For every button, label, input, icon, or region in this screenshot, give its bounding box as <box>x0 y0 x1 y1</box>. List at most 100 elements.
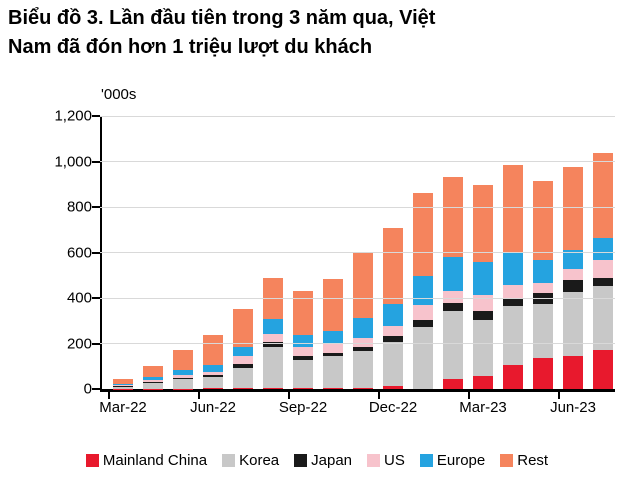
y-axis-tick <box>92 251 100 254</box>
bar-segment-Jun-23-us <box>563 268 583 281</box>
x-axis-tick <box>378 392 380 399</box>
chart-title-line2: Nam đã đón hơn 1 triệu lượt du khách <box>8 36 373 58</box>
bar-series-container <box>100 116 615 389</box>
bar-segment-May-22-japan <box>173 377 193 379</box>
bar-segment-Nov-22-us <box>353 338 373 347</box>
bar-slot-Mar-23 <box>468 116 498 389</box>
legend-swatch-icon <box>500 454 514 467</box>
bar-segment-Nov-22-mainland-china <box>353 388 373 389</box>
bar-Feb-23 <box>443 176 463 389</box>
bar-segment-Sep-22-rest <box>293 290 313 336</box>
bar-segment-Feb-23-europe <box>443 257 463 291</box>
bar-segment-May-23-rest <box>533 180 553 261</box>
bar-segment-Nov-22-europe <box>353 318 373 339</box>
bar-segment-Jul-23-us <box>593 260 613 278</box>
bar-segment-May-22-europe <box>173 370 193 375</box>
bar-Apr-22 <box>143 366 163 389</box>
bar-slot-Jun-22 <box>198 116 228 389</box>
legend-swatch-icon <box>85 454 99 467</box>
y-axis-unit-label: '000s <box>101 86 137 103</box>
gridline-200 <box>100 343 615 344</box>
chart-title: Biểu đồ 3. Lần đầu tiên trong 3 năm qua,… <box>8 4 628 62</box>
bar-segment-Apr-23-japan <box>503 298 523 307</box>
bar-segment-Jul-23-japan <box>593 277 613 287</box>
bar-slot-Jul-22 <box>228 116 258 389</box>
bar-slot-Apr-22 <box>138 116 168 389</box>
bar-segment-Apr-22-korea <box>143 382 163 389</box>
bar-segment-Aug-22-korea <box>263 347 283 389</box>
legend-label: US <box>384 452 405 469</box>
bar-segment-Dec-22-europe <box>383 304 403 327</box>
bar-segment-Apr-23-mainland-china <box>503 365 523 389</box>
bar-segment-Jun-22-europe <box>203 364 223 372</box>
bar-segment-Apr-23-europe <box>503 252 523 285</box>
gridline-1000 <box>100 161 615 162</box>
plot-area: 0 200 400 600 800 1,000 1,200 Mar-22 Jun-22 Sep-2… <box>54 108 615 416</box>
bar-segment-Sep-22-japan <box>293 356 313 360</box>
bar-segment-May-22-rest <box>173 349 193 371</box>
x-axis-tick <box>558 392 560 399</box>
bar-slot-Dec-22 <box>378 116 408 389</box>
bar-segment-Mar-22-us <box>113 385 133 387</box>
bar-slot-Jul-23 <box>588 116 618 389</box>
bar-segment-Feb-23-rest <box>443 176 463 258</box>
bar-segment-Oct-22-japan <box>323 352 343 357</box>
bar-segment-Jan-23-europe <box>413 275 433 306</box>
legend-label: Japan <box>311 452 353 469</box>
bar-May-22 <box>173 349 193 389</box>
bar-segment-Apr-22-rest <box>143 366 163 377</box>
x-axis-label-Jun-22: Jun-22 <box>190 399 236 416</box>
bar-segment-Jun-23-mainland-china <box>563 356 583 389</box>
y-axis-tick <box>92 206 100 208</box>
legend-item-mainland-china: Mainland China <box>85 452 207 469</box>
legend: Mainland China Korea Japan US Europe Rest <box>0 452 634 469</box>
bar-segment-Apr-23-us <box>503 284 523 299</box>
gridline-800 <box>100 206 615 208</box>
bar-Mar-23 <box>473 185 493 389</box>
bar-segment-Jun-23-rest <box>563 167 583 251</box>
bar-segment-Aug-22-rest <box>263 278 283 320</box>
legend-item-japan: Japan <box>294 452 352 469</box>
bar-segment-May-23-korea <box>533 303 553 359</box>
bar-segment-Mar-23-japan <box>473 310 493 320</box>
bar-Jul-22 <box>233 308 253 389</box>
bar-segment-Sep-22-europe <box>293 335 313 347</box>
gridline-600 <box>100 252 615 253</box>
bar-segment-Jul-22-korea <box>233 367 253 389</box>
bar-slot-Nov-22 <box>348 116 378 389</box>
legend-item-europe: Europe <box>419 452 486 469</box>
bar-segment-Jul-22-rest <box>233 308 253 347</box>
y-axis-label-800: 800 <box>66 198 92 216</box>
bar-segment-Apr-22-us <box>143 380 163 383</box>
gridline-1200 <box>100 115 615 117</box>
bar-segment-Nov-22-rest <box>353 253 373 319</box>
bar-segment-Sep-22-mainland-china <box>293 388 313 389</box>
bar-Sep-22 <box>293 290 313 389</box>
x-axis-label-Dec-22: Dec-22 <box>368 399 418 416</box>
bar-segment-Jul-22-europe <box>233 346 253 357</box>
bar-Jun-22 <box>203 335 223 389</box>
legend-swatch-icon <box>294 454 308 467</box>
bar-Dec-22 <box>383 228 403 389</box>
legend-label: Rest <box>517 452 549 469</box>
bar-segment-Dec-22-japan <box>383 336 403 342</box>
bar-slot-Oct-22 <box>318 116 348 389</box>
bar-Oct-22 <box>323 278 343 389</box>
bar-segment-Apr-23-korea <box>503 306 523 366</box>
bar-segment-Dec-22-korea <box>383 341 403 387</box>
y-axis-label-0: 0 <box>83 380 92 398</box>
bar-segment-Jul-23-europe <box>593 237 613 261</box>
y-axis-tick <box>92 115 100 117</box>
bar-segment-Dec-22-mainland-china <box>383 386 403 389</box>
bar-segment-Nov-22-korea <box>353 351 373 389</box>
bar-segment-Mar-22-europe <box>113 383 133 386</box>
bar-segment-Aug-22-mainland-china <box>263 388 283 389</box>
bar-segment-Jan-23-korea <box>413 326 433 389</box>
bar-segment-Jun-22-us <box>203 371 223 375</box>
bar-segment-Mar-23-rest <box>473 185 493 263</box>
x-axis-label-Mar-23: Mar-23 <box>459 399 507 416</box>
bar-segment-Nov-22-japan <box>353 346 373 352</box>
legend-label: Europe <box>436 452 486 469</box>
bar-Jan-23 <box>413 192 433 389</box>
bar-Apr-23 <box>503 165 523 389</box>
